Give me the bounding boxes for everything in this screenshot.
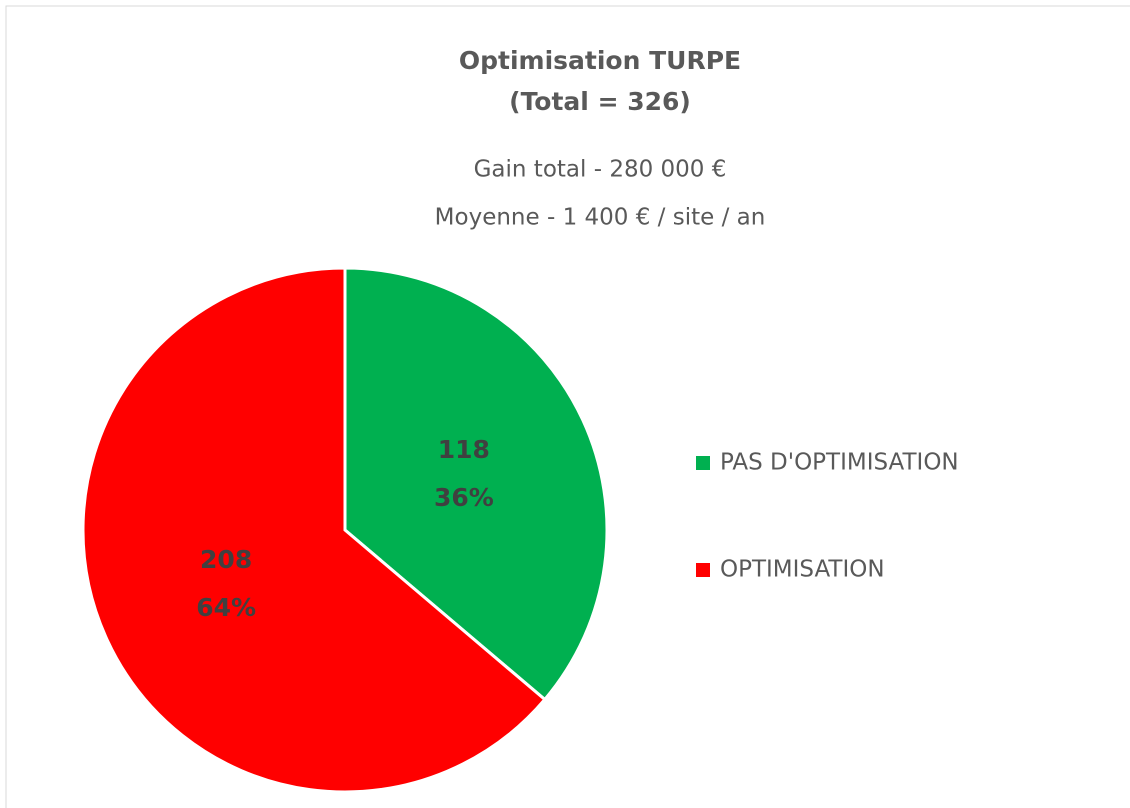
data-label: 118 [438,435,490,464]
legend-label: OPTIMISATION [720,557,885,583]
data-label: 208 [200,545,252,574]
legend-label: PAS D'OPTIMISATION [720,450,959,476]
data-label: 64% [196,593,256,622]
legend-swatch [696,456,710,470]
pie-slice [81,266,547,794]
legend-swatch [696,563,710,577]
chart-subtitle: Moyenne - 1 400 € / site / an [435,205,766,231]
pie-slice [343,266,609,702]
chart-title: (Total = 326) [509,87,691,116]
data-label: 36% [434,483,494,512]
chart-title: Optimisation TURPE [459,46,741,75]
chart-subtitle: Gain total - 280 000 € [474,157,727,183]
